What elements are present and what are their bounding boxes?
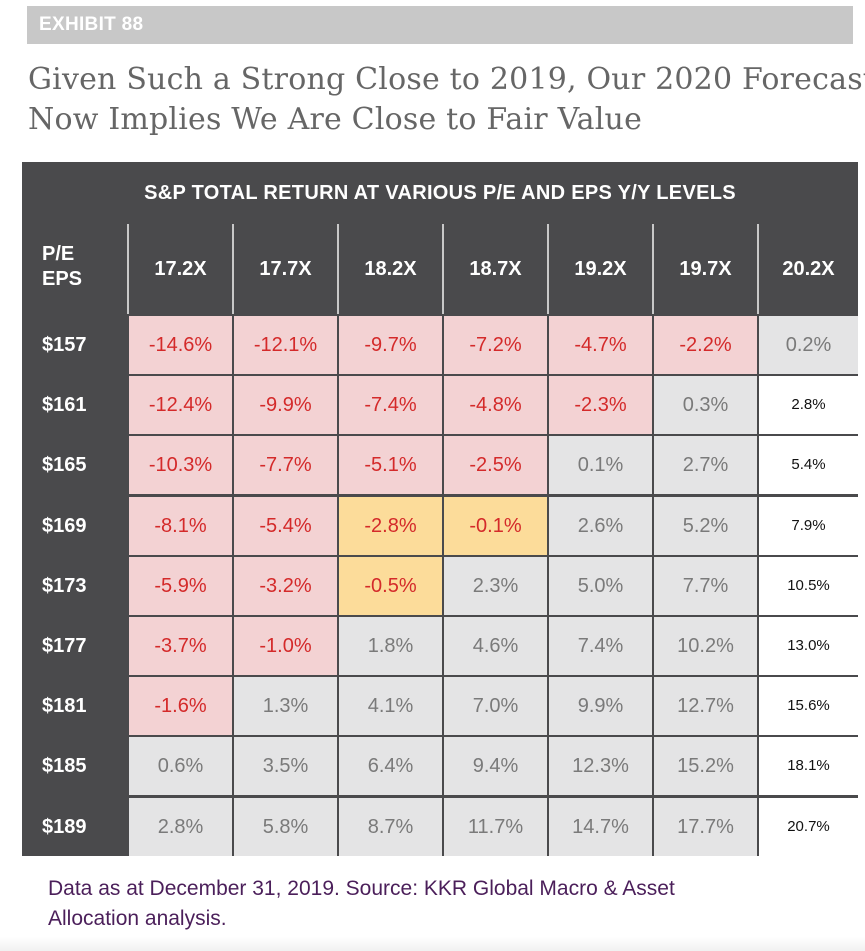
row-header: $161 <box>42 394 87 417</box>
row-header: $189 <box>42 815 87 838</box>
column-header: 19.2X <box>547 224 652 314</box>
table-cell: 18.1% <box>759 737 858 796</box>
table-cell: 5.0% <box>549 556 652 615</box>
table-cell: 0.1% <box>549 436 652 495</box>
corner-label: P/E EPS <box>22 224 127 314</box>
table-cell: -0.5% <box>339 556 442 615</box>
table-cell: -2.5% <box>444 436 547 495</box>
table-cell: 12.7% <box>654 677 757 736</box>
column-header: 17.7X <box>232 224 337 314</box>
table-heading: S&P TOTAL RETURN AT VARIOUS P/E AND EPS … <box>144 182 736 204</box>
row-header: $157 <box>42 334 87 356</box>
table-cell: 1.8% <box>339 617 442 675</box>
table-cell: -3.7% <box>129 617 232 675</box>
table-cell: 7.9% <box>759 496 858 555</box>
row-header: $173 <box>42 574 87 597</box>
table-cell: -8.1% <box>129 496 232 555</box>
table-cell: -0.1% <box>444 496 547 555</box>
table-cell: -14.6% <box>129 316 232 374</box>
table-cell: 14.7% <box>549 797 652 856</box>
table-cell: 3.5% <box>234 737 337 796</box>
title-line-1: Given Such a Strong Close to 2019, Our 2… <box>28 62 865 97</box>
table-cell: -3.2% <box>234 556 337 615</box>
table-cell: 15.2% <box>654 737 757 796</box>
table-cell: 7.7% <box>654 556 757 615</box>
table-cell: -5.1% <box>339 436 442 495</box>
column-header: 17.2X <box>127 224 232 314</box>
corner-pe-label: P/E <box>42 243 75 265</box>
table-cell: 2.3% <box>444 556 547 615</box>
source-line-2: Allocation analysis. <box>48 907 227 930</box>
table-cell: 9.4% <box>444 737 547 796</box>
footer-background <box>0 856 865 951</box>
table-cell: 0.6% <box>129 737 232 796</box>
table-cell: -2.8% <box>339 496 442 555</box>
table-cell: 12.3% <box>549 737 652 796</box>
table-cell: 7.0% <box>444 677 547 736</box>
corner-eps-label: EPS <box>42 268 83 290</box>
table-cell: -7.7% <box>234 436 337 495</box>
column-header: 18.2X <box>337 224 442 314</box>
table-cell: 4.1% <box>339 677 442 736</box>
column-header: 18.7X <box>442 224 547 314</box>
table-cell: 11.7% <box>444 797 547 856</box>
row-header: $185 <box>42 755 87 778</box>
column-header: 20.2X <box>757 224 858 314</box>
row-header: $165 <box>42 454 87 477</box>
table-cell: 0.3% <box>654 376 757 435</box>
table-cell: 5.2% <box>654 496 757 555</box>
table-cell: 5.8% <box>234 797 337 856</box>
table-cell: -4.8% <box>444 376 547 435</box>
chart-title: Given Such a Strong Close to 2019, Our 2… <box>28 60 865 140</box>
table-cell: -1.6% <box>129 677 232 736</box>
table-cell: 8.7% <box>339 797 442 856</box>
table-cell: 2.7% <box>654 436 757 495</box>
table-cell: 6.4% <box>339 737 442 796</box>
title-line-2: Now Implies We Are Close to Fair Value <box>28 102 643 137</box>
table-cell: -9.9% <box>234 376 337 435</box>
table-cell: -10.3% <box>129 436 232 495</box>
table-cell: 2.8% <box>759 376 858 435</box>
table-cell: -12.1% <box>234 316 337 374</box>
column-header: 19.7X <box>652 224 757 314</box>
table-cell: -2.2% <box>654 316 757 374</box>
table-cell: -5.4% <box>234 496 337 555</box>
table-cell: 15.6% <box>759 677 858 736</box>
source-line-1: Data as at December 31, 2019. Source: KK… <box>48 877 675 900</box>
source-note: Data as at December 31, 2019. Source: KK… <box>48 874 828 934</box>
table-cell: 17.7% <box>654 797 757 856</box>
table-cell: 2.8% <box>129 797 232 856</box>
exhibit-label: EXHIBIT 88 <box>27 6 853 44</box>
table-cell: 9.9% <box>549 677 652 736</box>
row-header: $181 <box>42 695 87 718</box>
table-cell: 20.7% <box>759 797 858 856</box>
table-cell: 0.2% <box>759 316 858 374</box>
table-cell: 5.4% <box>759 436 858 495</box>
table-cell: -5.9% <box>129 556 232 615</box>
table-cell: 13.0% <box>759 617 858 675</box>
table-cell: 7.4% <box>549 617 652 675</box>
table-cell: -9.7% <box>339 316 442 374</box>
table-cell: -7.4% <box>339 376 442 435</box>
table-cell: -1.0% <box>234 617 337 675</box>
row-header: $177 <box>42 635 87 657</box>
return-table: S&P TOTAL RETURN AT VARIOUS P/E AND EPS … <box>22 162 858 856</box>
table-cell: 4.6% <box>444 617 547 675</box>
table-cell: 10.5% <box>759 556 858 615</box>
table-cell: -4.7% <box>549 316 652 374</box>
table-cell: -2.3% <box>549 376 652 435</box>
table-cell: 1.3% <box>234 677 337 736</box>
table-cell: -7.2% <box>444 316 547 374</box>
table-cell: -12.4% <box>129 376 232 435</box>
row-header: $169 <box>42 514 87 537</box>
table-cell: 2.6% <box>549 496 652 555</box>
table-cell: 10.2% <box>654 617 757 675</box>
